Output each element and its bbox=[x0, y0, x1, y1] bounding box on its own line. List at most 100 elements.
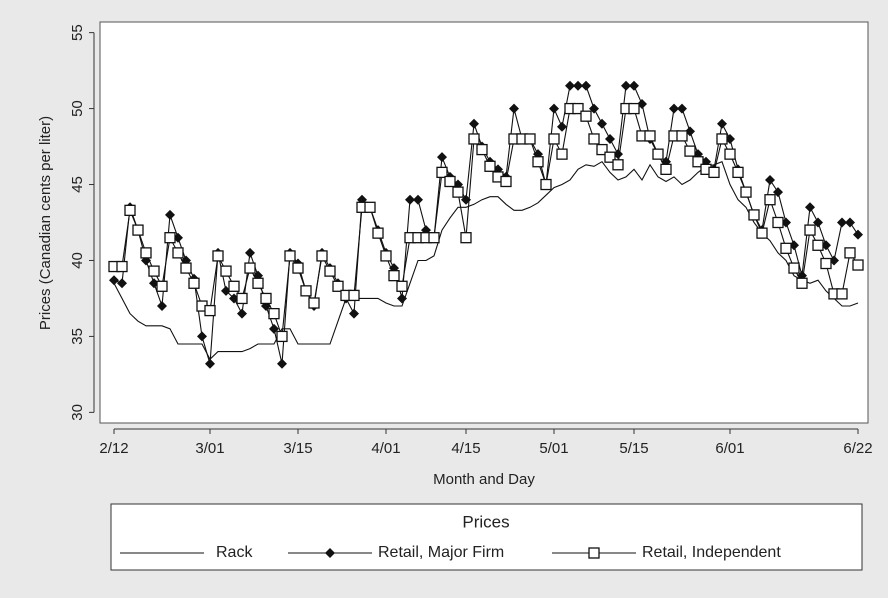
point bbox=[252, 277, 264, 289]
y-tick-label: 55 bbox=[69, 24, 86, 41]
point bbox=[468, 133, 480, 145]
point bbox=[628, 102, 640, 115]
point bbox=[853, 229, 863, 240]
point bbox=[157, 301, 167, 312]
point bbox=[540, 178, 552, 191]
point bbox=[596, 143, 608, 156]
point bbox=[780, 242, 792, 254]
point bbox=[765, 174, 775, 185]
point bbox=[397, 293, 407, 304]
point bbox=[348, 289, 360, 302]
point bbox=[684, 145, 696, 157]
y-tick-label: 45 bbox=[69, 176, 86, 193]
point bbox=[220, 265, 232, 277]
point bbox=[205, 358, 215, 369]
point bbox=[548, 133, 560, 145]
legend-label: Rack bbox=[216, 544, 253, 561]
x-tick-label: 4/15 bbox=[451, 440, 480, 457]
point bbox=[116, 260, 128, 273]
point bbox=[109, 275, 119, 286]
point bbox=[836, 288, 848, 300]
point bbox=[732, 166, 744, 179]
point bbox=[588, 133, 600, 145]
point bbox=[748, 209, 760, 221]
point bbox=[140, 247, 152, 259]
y-tick-label: 30 bbox=[69, 404, 86, 421]
point bbox=[197, 331, 207, 342]
point bbox=[837, 217, 847, 228]
x-tick-label: 6/22 bbox=[843, 440, 872, 457]
point bbox=[212, 250, 224, 262]
point bbox=[676, 130, 688, 142]
point bbox=[156, 280, 168, 292]
point bbox=[812, 239, 824, 251]
legend-title: Prices bbox=[462, 512, 509, 531]
point bbox=[188, 277, 200, 289]
point bbox=[669, 103, 679, 114]
point bbox=[165, 209, 175, 220]
series-line bbox=[113, 160, 859, 361]
point bbox=[476, 143, 488, 156]
point bbox=[244, 262, 256, 274]
x-tick-label: 4/01 bbox=[371, 440, 400, 457]
point bbox=[388, 270, 400, 282]
y-axis-title: Prices (Canadian cents per liter) bbox=[37, 116, 54, 330]
x-axis-title: Month and Day bbox=[433, 471, 535, 488]
point bbox=[180, 262, 192, 274]
point bbox=[549, 103, 559, 114]
point bbox=[557, 121, 567, 132]
point bbox=[629, 80, 639, 91]
point bbox=[308, 297, 320, 309]
point bbox=[117, 278, 127, 289]
point bbox=[597, 118, 607, 129]
point bbox=[204, 304, 216, 317]
point bbox=[228, 280, 240, 292]
point bbox=[469, 118, 479, 129]
point bbox=[572, 102, 584, 115]
point bbox=[292, 262, 304, 274]
point bbox=[652, 148, 664, 160]
point bbox=[820, 257, 832, 270]
point bbox=[565, 80, 575, 91]
point bbox=[316, 250, 328, 262]
legend-label: Retail, Independent bbox=[642, 544, 781, 561]
point bbox=[245, 247, 255, 258]
point bbox=[717, 118, 727, 129]
y-tick-label: 35 bbox=[69, 328, 86, 345]
point bbox=[405, 194, 415, 205]
point bbox=[804, 224, 816, 236]
point bbox=[484, 160, 496, 172]
point bbox=[509, 103, 519, 114]
x-tick-label: 3/15 bbox=[283, 440, 312, 457]
point bbox=[276, 330, 288, 343]
point bbox=[788, 262, 800, 274]
point bbox=[172, 247, 184, 259]
point bbox=[580, 110, 592, 122]
point bbox=[268, 307, 280, 320]
point bbox=[148, 265, 160, 277]
point bbox=[132, 224, 144, 236]
point bbox=[764, 194, 776, 206]
point bbox=[237, 308, 247, 319]
point bbox=[524, 133, 536, 145]
point bbox=[324, 265, 336, 277]
point bbox=[396, 280, 408, 292]
legend-marker bbox=[325, 548, 335, 558]
point bbox=[413, 194, 423, 205]
legend-box bbox=[110, 503, 863, 571]
point bbox=[532, 156, 544, 168]
point bbox=[740, 186, 752, 198]
point bbox=[364, 201, 376, 213]
x-tick-label: 5/01 bbox=[539, 440, 568, 457]
point bbox=[805, 202, 815, 213]
point bbox=[772, 216, 784, 229]
y-tick-label: 50 bbox=[69, 100, 86, 117]
x-tick-label: 2/12 bbox=[99, 440, 128, 457]
x-tick-label: 5/15 bbox=[619, 440, 648, 457]
point bbox=[692, 156, 704, 168]
x-tick-label: 3/01 bbox=[195, 440, 224, 457]
point bbox=[284, 250, 296, 262]
point bbox=[677, 103, 687, 114]
point bbox=[349, 308, 359, 319]
